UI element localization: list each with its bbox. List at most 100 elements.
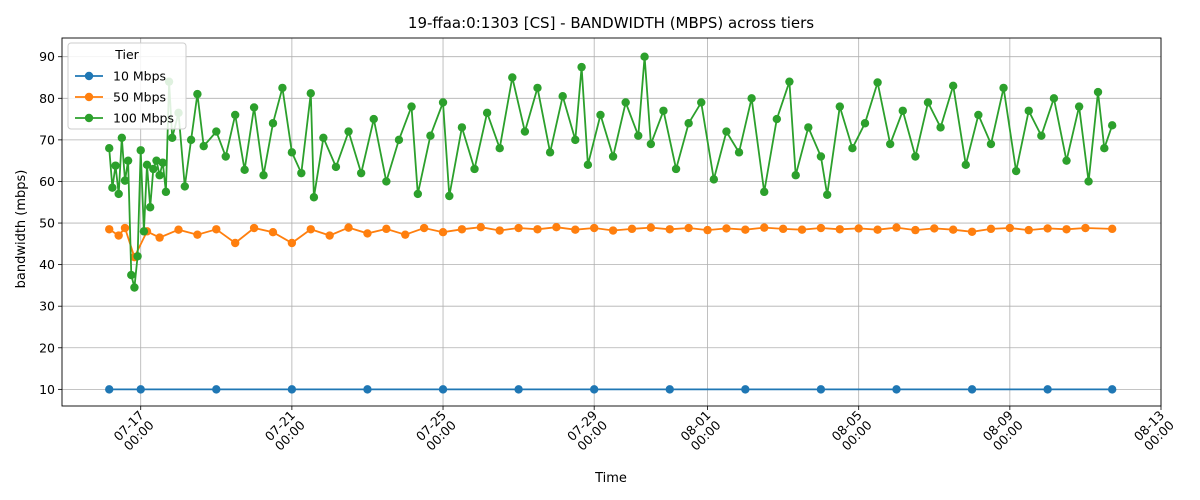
data-point: [722, 224, 731, 233]
legend-label: 10 Mbps: [113, 69, 166, 84]
data-point: [772, 114, 782, 124]
data-point: [111, 161, 120, 170]
data-point: [967, 385, 977, 394]
data-point: [646, 223, 656, 232]
data-point: [589, 385, 599, 394]
data-point: [221, 152, 230, 161]
data-point: [684, 223, 693, 233]
data-point: [136, 385, 145, 394]
data-point: [401, 230, 410, 239]
data-point: [306, 225, 315, 234]
data-point: [495, 143, 504, 153]
data-point: [382, 177, 391, 186]
data-point: [835, 102, 845, 111]
data-point: [520, 127, 530, 136]
series-10-mbps: [105, 385, 1117, 394]
data-point: [413, 189, 423, 199]
data-point: [741, 385, 750, 394]
data-point: [212, 385, 221, 394]
data-point: [344, 223, 353, 232]
data-point: [186, 135, 196, 145]
data-point: [145, 203, 155, 212]
data-point: [470, 164, 479, 174]
data-point: [230, 238, 240, 248]
legend-label: 100 Mbps: [113, 111, 174, 126]
data-point: [193, 230, 202, 239]
data-point: [278, 83, 287, 93]
data-point: [142, 160, 152, 170]
data-point: [747, 94, 756, 103]
data-point: [114, 189, 123, 199]
data-point: [120, 176, 130, 185]
data-point: [287, 238, 297, 248]
data-point: [476, 222, 486, 232]
y-tick-label: 70: [39, 132, 55, 147]
data-point: [407, 102, 416, 111]
y-tick-label: 40: [39, 257, 55, 272]
data-point: [1107, 121, 1117, 130]
data-point: [1084, 177, 1093, 186]
data-point: [608, 226, 618, 235]
data-point: [860, 119, 870, 128]
data-point: [892, 385, 901, 394]
y-tick-label: 60: [39, 174, 55, 189]
data-point: [558, 92, 567, 101]
data-point: [356, 168, 366, 178]
data-point: [319, 133, 328, 142]
data-point: [722, 127, 731, 136]
data-point: [105, 143, 114, 153]
y-axis-label: bandwidth (mbps): [14, 170, 29, 289]
y-tick-label: 50: [39, 216, 55, 231]
data-point: [1037, 131, 1046, 140]
data-point: [533, 83, 542, 93]
data-point: [760, 187, 769, 197]
data-point: [873, 225, 882, 234]
data-point: [589, 223, 599, 233]
data-point: [457, 225, 467, 234]
data-point: [898, 106, 907, 115]
data-point: [697, 98, 706, 107]
data-point: [158, 158, 167, 167]
data-point: [249, 223, 259, 233]
data-point: [155, 171, 164, 180]
data-point: [583, 160, 593, 170]
series-50-mbps: [105, 222, 1117, 262]
data-point: [1093, 87, 1103, 97]
data-point: [445, 191, 454, 201]
legend-label: 50 Mbps: [113, 90, 166, 105]
data-point: [297, 168, 306, 178]
data-point: [199, 141, 208, 151]
data-point: [249, 103, 259, 112]
data-point: [986, 139, 996, 149]
data-point: [438, 385, 448, 394]
data-point: [854, 224, 863, 233]
data-point: [363, 385, 372, 394]
data-point: [621, 98, 630, 107]
data-point: [230, 110, 240, 120]
data-point: [961, 160, 970, 170]
data-point: [508, 73, 517, 82]
legend-title: Tier: [114, 47, 139, 62]
data-point: [325, 231, 334, 240]
data-point: [155, 233, 164, 242]
data-point: [168, 133, 177, 142]
data-point: [212, 127, 221, 136]
data-point: [734, 148, 744, 157]
y-axis: 10 20 30 40 50 60 70 80 90: [39, 49, 62, 397]
data-point: [1011, 166, 1021, 176]
data-point: [180, 182, 190, 191]
data-point: [823, 190, 832, 199]
data-point: [709, 175, 719, 184]
y-tick-label: 80: [39, 91, 55, 106]
chart-title: 19-ffaa:0:1303 [CS] - BANDWIDTH (MBPS) a…: [408, 14, 814, 32]
data-point: [571, 135, 580, 145]
data-point: [634, 131, 643, 140]
data-point: [1107, 224, 1117, 234]
data-point: [287, 385, 297, 394]
data-point: [306, 89, 315, 98]
data-point: [193, 89, 202, 99]
data-point: [1005, 223, 1015, 233]
data-point: [1049, 94, 1059, 103]
y-tick-label: 20: [39, 340, 55, 355]
